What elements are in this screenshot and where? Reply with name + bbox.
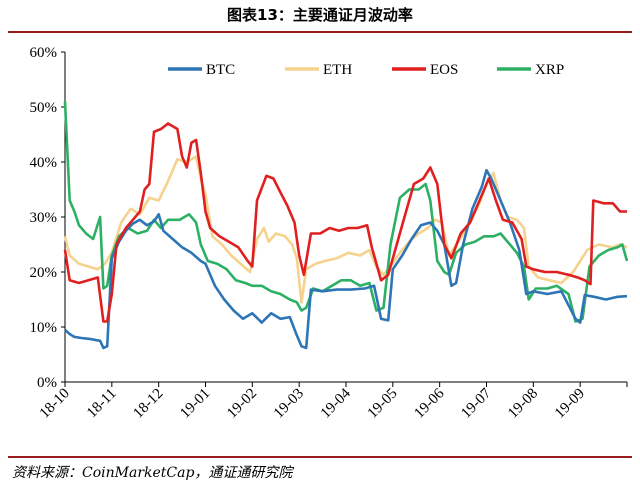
x-tick-label: 19-02 — [224, 386, 260, 422]
legend-label-eth: ETH — [323, 62, 352, 78]
x-tick-label: 19-04 — [318, 385, 354, 421]
volatility-chart: 0%10%20%30%40%50%60%18-10 18-11 18-12 19-01… — [30, 45, 629, 422]
y-tick-label: 40% — [30, 155, 58, 171]
x-tick-label: 18-12 — [130, 386, 166, 422]
chart-series — [63, 101, 629, 350]
y-tick-label: 0% — [37, 375, 57, 391]
x-tick-label: 19-09 — [552, 386, 588, 422]
x-tick-label: 19-01 — [177, 386, 213, 422]
legend-label-btc: BTC — [206, 62, 235, 78]
x-tick-label: 19-03 — [271, 386, 307, 422]
y-tick-label: 50% — [30, 100, 58, 116]
source-note: 资料来源：CoinMarketCap，通证通研究院 — [12, 465, 293, 481]
x-tick-label: 19-05 — [365, 386, 401, 422]
y-tick-label: 60% — [30, 45, 58, 61]
source-rule — [8, 456, 632, 458]
series-line-eos — [63, 122, 627, 323]
y-tick-label: 20% — [30, 265, 58, 281]
chart-title: 图表13：主要通证月波动率 — [227, 6, 413, 24]
series-line-eth — [63, 155, 628, 304]
series-line-btc — [64, 168, 628, 350]
legend-label-xrp: XRP — [535, 62, 564, 78]
chart-legend: BTC ETH EOS XRP — [168, 62, 564, 78]
y-tick-label: 10% — [30, 320, 58, 336]
x-tick-label: 19-07 — [458, 385, 494, 421]
title-rule — [8, 31, 632, 33]
x-tick-label: 19-06 — [411, 385, 447, 421]
y-tick-label: 30% — [30, 210, 58, 226]
legend-label-eos: EOS — [430, 62, 458, 78]
x-tick-label: 19-08 — [505, 386, 541, 422]
x-tick-label: 18-11 — [84, 386, 120, 422]
